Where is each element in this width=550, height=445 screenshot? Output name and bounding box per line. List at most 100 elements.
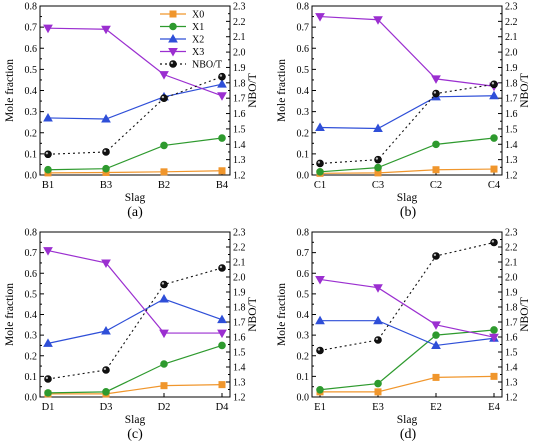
- series-line-x0: [48, 384, 223, 395]
- data-point-x2: [315, 122, 325, 131]
- data-point-x0: [160, 382, 168, 390]
- data-point-x1: [374, 163, 382, 172]
- data-point-x3: [373, 16, 383, 25]
- panel-label: (c): [127, 427, 143, 442]
- y2-tick-label: 2.0: [505, 48, 518, 59]
- data-point-x1: [218, 341, 226, 350]
- data-point-nbo-t-highlight: [219, 74, 223, 77]
- data-point-nbo-t-highlight: [375, 337, 379, 341]
- data-point-x3: [431, 321, 441, 330]
- data-point-x3: [315, 275, 325, 285]
- data-point-x2: [431, 340, 441, 349]
- y2-tick-label: 2.2: [505, 243, 518, 254]
- plot-frame: [311, 5, 503, 176]
- x-axis-label: Slag: [397, 192, 418, 204]
- data-point-nbo-t-highlight: [491, 240, 495, 243]
- data-point-x0: [218, 167, 226, 175]
- data-point-x3: [489, 333, 499, 343]
- x-tick-label: D4: [216, 402, 230, 413]
- y2-tick-label: 1.7: [505, 94, 518, 105]
- y2-tick-label: 1.4: [505, 363, 518, 374]
- y2-tick-label: 1.3: [505, 155, 518, 166]
- y2-tick-label: 1.6: [233, 109, 246, 120]
- data-point-nbo-t: [316, 159, 324, 168]
- y2-tick-label: 2.1: [505, 258, 518, 269]
- data-point-x0: [432, 373, 440, 381]
- data-point-nbo-t: [490, 238, 498, 247]
- y2-tick-label: 1.5: [505, 348, 518, 359]
- y2-tick-label: 1.2: [505, 171, 518, 182]
- y-tick-label: 0.4: [25, 310, 38, 321]
- data-point-x0: [490, 165, 498, 173]
- y2-tick-label: 1.9: [233, 288, 246, 299]
- data-point-x1: [490, 326, 498, 334]
- x-tick-label: D2: [158, 402, 171, 413]
- y-tick-label: 0.2: [297, 351, 310, 362]
- y-tick-label: 0.3: [25, 331, 38, 342]
- data-point-x2: [373, 123, 383, 133]
- data-point-x1: [316, 385, 324, 394]
- data-point-x1: [218, 134, 226, 142]
- y-tick-label: 0.7: [297, 248, 310, 259]
- y2-tick-label: 1.9: [505, 288, 518, 299]
- x-tick-label: C2: [430, 180, 442, 191]
- data-point-x0: [160, 168, 168, 176]
- data-point-nbo-t-highlight: [103, 367, 107, 371]
- series-line-x3: [319, 15, 495, 87]
- x-tick-label: C4: [488, 180, 501, 191]
- y-tick-label: 0.0: [25, 171, 38, 182]
- series-line-x3: [319, 278, 495, 338]
- data-point-nbo-t: [218, 264, 226, 272]
- series-line-x3: [47, 249, 222, 334]
- data-point-x1: [160, 360, 168, 368]
- data-point-nbo-t-highlight: [103, 149, 107, 153]
- y2-axis-label: NBO/T: [519, 297, 531, 332]
- y2-tick-label: 1.4: [505, 140, 518, 151]
- data-point-x1: [44, 165, 52, 174]
- data-point-x2: [217, 314, 227, 324]
- data-point-nbo-t: [374, 155, 382, 164]
- y-tick-label: 0.5: [297, 289, 310, 300]
- series-line-x2: [47, 83, 223, 120]
- panel-label: (b): [400, 205, 417, 220]
- x-tick-label: D1: [42, 402, 55, 413]
- data-point-x1: [490, 134, 498, 142]
- y-tick-label: 0.1: [25, 149, 38, 160]
- panel-label: (a): [127, 205, 143, 220]
- legend-label-x1: X1: [192, 22, 204, 33]
- data-point-x0: [218, 381, 226, 389]
- x-tick-label: B3: [100, 180, 112, 191]
- data-point-x3: [373, 284, 383, 293]
- chart-panel-1: 0.0 0.1 0.2 0.3 0.4 0.5 0.6 0.7 0.8 1.2 1.3 1.4 1.5 1…: [4, 2, 259, 221]
- y2-tick-label: 2.3: [505, 228, 518, 239]
- series-line-x2: [319, 95, 495, 130]
- data-point-nbo-t-highlight: [317, 161, 321, 164]
- x-axis-label: Slag: [125, 192, 146, 204]
- y-tick-label: 0.2: [297, 128, 310, 139]
- legend-marker-nbo-t: [169, 60, 177, 68]
- plot-frame: [311, 231, 503, 398]
- data-point-x3: [101, 259, 111, 268]
- data-point-nbo-t: [102, 148, 110, 156]
- series-line-x0: [319, 168, 495, 174]
- data-point-x3: [217, 329, 227, 339]
- legend-label-x0: X0: [192, 10, 204, 21]
- data-point-nbo-t-highlight: [45, 151, 49, 155]
- x-tick-label: D3: [100, 402, 113, 413]
- y-tick-label: 0.4: [25, 86, 38, 97]
- y-tick-label: 0.5: [25, 65, 38, 76]
- series-line-nbo-t: [319, 83, 495, 165]
- data-point-x3: [101, 25, 111, 35]
- y2-axis-label: NBO/T: [519, 73, 531, 108]
- y-tick-label: 0.6: [25, 44, 38, 55]
- series-line-nbo-t: [319, 241, 495, 352]
- x-tick-label: E3: [372, 402, 384, 413]
- y2-tick-label: 1.8: [505, 78, 518, 89]
- data-point-nbo-t-highlight: [433, 253, 437, 257]
- data-point-x2: [315, 315, 325, 325]
- data-point-x3: [43, 247, 53, 256]
- x-tick-label: B2: [158, 180, 170, 191]
- y2-tick-label: 1.7: [233, 94, 246, 105]
- data-point-x0: [374, 388, 382, 396]
